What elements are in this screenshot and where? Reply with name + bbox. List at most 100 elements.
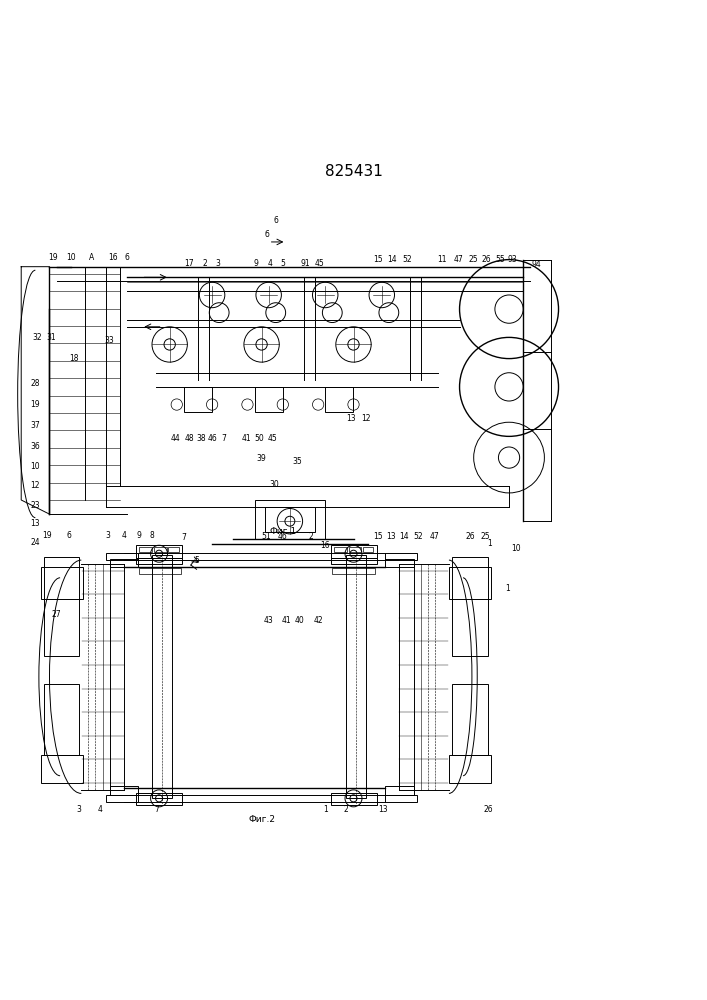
Text: 19: 19 <box>30 400 40 409</box>
Text: б: б <box>265 230 269 239</box>
Text: Фиг.2: Фиг.2 <box>248 815 275 824</box>
Text: 48: 48 <box>185 434 194 443</box>
Text: 19: 19 <box>42 531 52 540</box>
Bar <box>152 555 172 798</box>
Bar <box>41 567 83 599</box>
Text: 4: 4 <box>98 805 103 814</box>
Bar <box>255 500 325 539</box>
Bar <box>331 545 377 558</box>
Text: 30: 30 <box>269 480 279 489</box>
Text: 6: 6 <box>125 253 129 262</box>
Text: 50: 50 <box>254 434 264 443</box>
Bar <box>136 558 182 564</box>
Text: 4: 4 <box>268 259 272 268</box>
Text: 27: 27 <box>52 610 62 619</box>
Text: 46: 46 <box>207 434 217 443</box>
Text: 44: 44 <box>170 434 180 443</box>
Text: 16: 16 <box>108 253 118 262</box>
Text: 39: 39 <box>257 454 267 463</box>
Text: 18: 18 <box>69 354 79 363</box>
Text: 31: 31 <box>46 333 56 342</box>
Text: 9: 9 <box>254 259 258 268</box>
Bar <box>154 547 167 552</box>
Text: 11: 11 <box>437 255 447 264</box>
Text: 7: 7 <box>182 533 186 542</box>
Text: 25: 25 <box>480 532 490 541</box>
Text: 6: 6 <box>67 531 71 540</box>
Bar <box>331 793 377 805</box>
Text: 41: 41 <box>241 434 251 443</box>
Text: 47: 47 <box>429 532 439 541</box>
Bar <box>449 755 491 783</box>
Text: 14: 14 <box>399 532 409 541</box>
Text: 14: 14 <box>387 255 397 264</box>
Text: 6: 6 <box>274 216 278 225</box>
Bar <box>168 547 179 552</box>
Text: 15: 15 <box>373 255 383 264</box>
Text: 13: 13 <box>30 519 40 528</box>
Text: 38: 38 <box>196 434 206 443</box>
Text: 26: 26 <box>481 255 491 264</box>
Text: 36: 36 <box>30 442 40 451</box>
Text: 26: 26 <box>483 805 493 814</box>
Text: 24: 24 <box>30 538 40 547</box>
Bar <box>265 507 315 532</box>
Bar <box>385 795 417 802</box>
Text: 17: 17 <box>185 259 194 268</box>
Text: 91: 91 <box>300 259 310 268</box>
Bar <box>331 558 377 564</box>
Text: 23: 23 <box>30 501 40 510</box>
Bar <box>136 793 182 805</box>
Text: 10: 10 <box>30 462 40 471</box>
Bar <box>139 547 152 552</box>
Text: 41: 41 <box>281 616 291 625</box>
Text: 3: 3 <box>216 259 220 268</box>
Text: 5: 5 <box>281 259 285 268</box>
Bar <box>334 547 347 552</box>
Text: 5: 5 <box>194 556 199 565</box>
Bar <box>363 547 373 552</box>
Bar <box>255 387 283 412</box>
Text: 45: 45 <box>267 434 277 443</box>
Text: 43: 43 <box>264 616 274 625</box>
Text: 13: 13 <box>378 805 388 814</box>
Bar <box>44 684 79 755</box>
Text: 42: 42 <box>313 616 323 625</box>
Bar <box>385 786 414 795</box>
Text: 7: 7 <box>221 434 226 443</box>
Text: 1: 1 <box>323 805 327 814</box>
Text: 40: 40 <box>295 616 305 625</box>
Text: 28: 28 <box>30 379 40 388</box>
Bar <box>44 557 79 656</box>
Text: 10: 10 <box>66 253 76 262</box>
Text: 1: 1 <box>506 584 510 593</box>
Bar <box>449 567 491 599</box>
Text: 55: 55 <box>495 255 505 264</box>
Text: 93: 93 <box>508 255 518 264</box>
Bar <box>332 568 375 574</box>
Bar <box>136 545 182 558</box>
Text: 37: 37 <box>30 421 40 430</box>
Text: 13: 13 <box>346 414 356 423</box>
Text: Фиг.1: Фиг.1 <box>269 527 296 536</box>
Text: 2: 2 <box>344 805 348 814</box>
Bar <box>110 559 138 567</box>
Text: 2: 2 <box>203 259 207 268</box>
Text: 46: 46 <box>278 532 288 541</box>
Text: 32: 32 <box>32 333 42 342</box>
Text: 33: 33 <box>105 336 115 345</box>
Text: 13: 13 <box>386 532 396 541</box>
Text: 52: 52 <box>402 255 412 264</box>
Text: 2: 2 <box>309 532 313 541</box>
Text: 825431: 825431 <box>325 164 382 179</box>
Text: 12: 12 <box>30 481 40 490</box>
Text: 26: 26 <box>465 532 475 541</box>
Bar <box>41 755 83 783</box>
Bar <box>452 557 488 656</box>
Text: 7: 7 <box>155 805 159 814</box>
Text: 45: 45 <box>315 259 325 268</box>
Text: 12: 12 <box>361 414 370 423</box>
Text: 51: 51 <box>261 532 271 541</box>
Text: 10: 10 <box>511 544 521 553</box>
Bar <box>385 553 417 560</box>
